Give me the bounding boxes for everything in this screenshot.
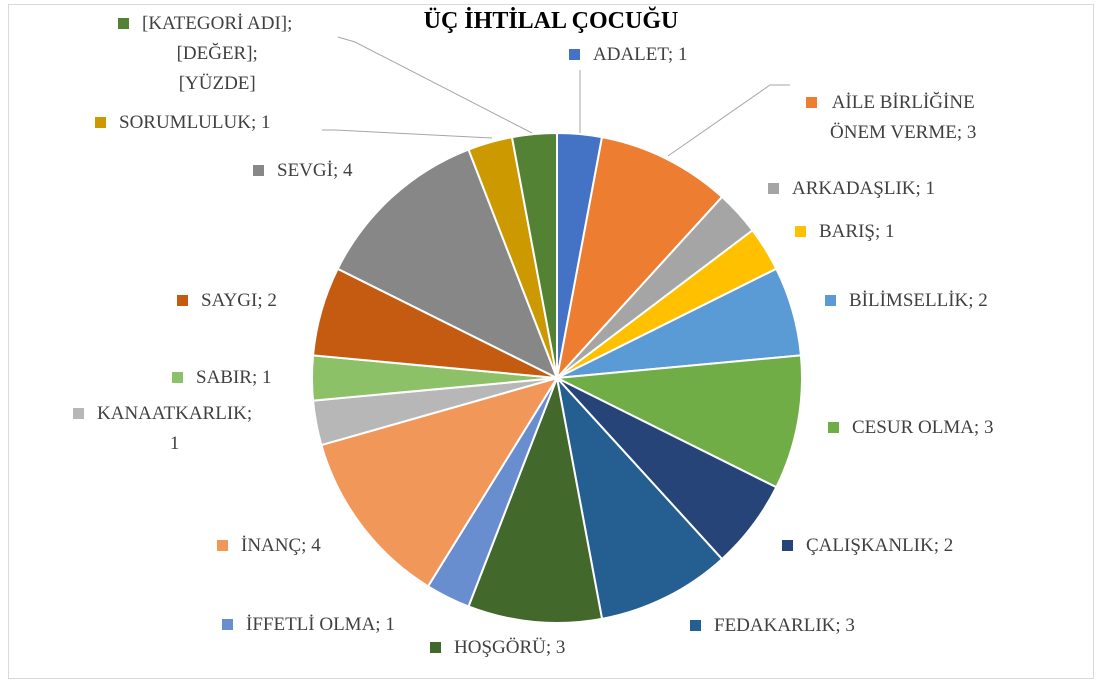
legend-swatch bbox=[768, 183, 779, 194]
data-label: SAYGI; 2 bbox=[177, 286, 277, 316]
legend-swatch bbox=[690, 620, 701, 631]
label-text: CESUR OLMA; 3 bbox=[852, 417, 994, 438]
pie-slice bbox=[336, 148, 559, 381]
label-text: SEVGİ; 4 bbox=[277, 160, 353, 181]
legend-swatch bbox=[806, 97, 817, 108]
data-label: [KATEGORİ ADI]; [DEĞER]; [YÜZDE] bbox=[118, 9, 292, 99]
data-label: AİLE BİRLİĞİNE ÖNEM VERME; 3 bbox=[806, 88, 976, 148]
data-label: ARKADAŞLIK; 1 bbox=[768, 174, 935, 204]
legend-swatch bbox=[782, 540, 793, 551]
data-label: HOŞGÖRÜ; 3 bbox=[430, 633, 565, 663]
data-label: İFFETLİ OLMA; 1 bbox=[222, 610, 395, 640]
pie-slice bbox=[467, 374, 604, 624]
legend-swatch bbox=[177, 295, 188, 306]
label-text: SAYGI; 2 bbox=[201, 290, 277, 311]
label-text: ARKADAŞLIK; 1 bbox=[792, 178, 936, 199]
data-label: CESUR OLMA; 3 bbox=[828, 413, 993, 443]
label-text: SORUMLULUK; 1 bbox=[119, 112, 271, 133]
data-label: ÇALIŞKANLIK; 2 bbox=[782, 531, 953, 561]
leader-line bbox=[322, 129, 493, 139]
legend-swatch bbox=[825, 295, 836, 306]
data-label: SEVGİ; 4 bbox=[253, 156, 352, 186]
label-text: FEDAKARLIK; 3 bbox=[714, 615, 855, 636]
leader-lines bbox=[322, 36, 790, 157]
leader-line bbox=[337, 36, 533, 134]
label-text: [KATEGORİ ADI]; [DEĞER]; [YÜZDE] bbox=[142, 13, 293, 94]
label-text: İFFETLİ OLMA; 1 bbox=[246, 614, 395, 635]
legend-swatch bbox=[828, 422, 839, 433]
legend-swatch bbox=[253, 165, 264, 176]
pie-slice bbox=[320, 376, 560, 588]
data-label: BİLİMSELLİK; 2 bbox=[825, 286, 988, 316]
legend-swatch bbox=[430, 642, 441, 653]
label-text: İNANÇ; 4 bbox=[241, 535, 321, 556]
chart-title: ÜÇ İHTİLAL ÇOCUĞU bbox=[423, 8, 679, 34]
label-text: BARIŞ; 1 bbox=[819, 221, 895, 242]
legend-swatch bbox=[118, 18, 129, 29]
data-label: BARIŞ; 1 bbox=[795, 217, 895, 247]
label-text: HOŞGÖRÜ; 3 bbox=[454, 637, 566, 658]
pie-slice bbox=[555, 374, 724, 620]
label-text: SABIR; 1 bbox=[196, 367, 272, 388]
leader-line bbox=[667, 84, 790, 157]
pie-slice bbox=[510, 131, 558, 379]
legend-swatch bbox=[172, 372, 183, 383]
data-label: SABIR; 1 bbox=[172, 363, 272, 393]
data-label: FEDAKARLIK; 3 bbox=[690, 611, 855, 641]
data-label: ADALET; 1 bbox=[569, 40, 687, 70]
data-label: KANAATKARLIK; 1 bbox=[73, 399, 252, 459]
legend-swatch bbox=[95, 117, 106, 128]
label-text: BİLİMSELLİK; 2 bbox=[849, 290, 988, 311]
pie-slice bbox=[555, 136, 724, 382]
pie-slice bbox=[553, 354, 803, 489]
legend-swatch bbox=[795, 226, 806, 237]
label-text: ADALET; 1 bbox=[593, 44, 688, 65]
label-text: AİLE BİRLİĞİNE ÖNEM VERME; 3 bbox=[830, 92, 977, 143]
legend-swatch bbox=[569, 49, 580, 60]
label-text: KANAATKARLIK; 1 bbox=[97, 403, 253, 454]
data-label: SORUMLULUK; 1 bbox=[95, 108, 270, 138]
label-text: ÇALIŞKANLIK; 2 bbox=[806, 535, 954, 556]
data-label: İNANÇ; 4 bbox=[217, 531, 321, 561]
chart-frame bbox=[8, 4, 1094, 679]
legend-swatch bbox=[217, 540, 228, 551]
legend-swatch bbox=[222, 619, 233, 630]
legend-swatch bbox=[73, 408, 84, 419]
